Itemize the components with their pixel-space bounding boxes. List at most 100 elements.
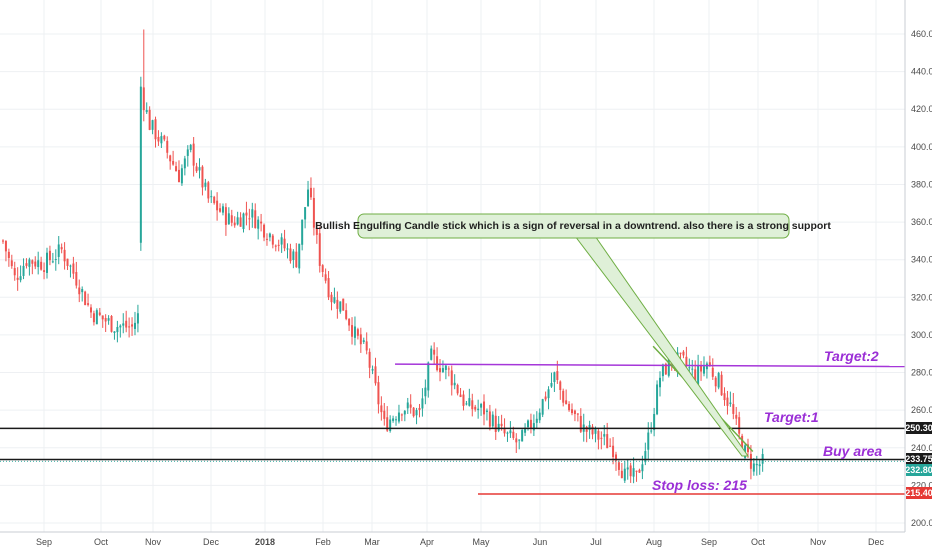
candle-body[interactable] <box>2 240 4 242</box>
candle-body[interactable] <box>4 241 7 252</box>
candle-body[interactable] <box>485 410 488 412</box>
candle-body[interactable] <box>403 410 406 415</box>
candle-body[interactable] <box>726 397 729 406</box>
candle-body[interactable] <box>529 419 532 428</box>
candle-body[interactable] <box>260 221 263 224</box>
candle-body[interactable] <box>75 272 78 286</box>
candle-body[interactable] <box>650 430 653 432</box>
candle-body[interactable] <box>741 435 744 456</box>
candle-body[interactable] <box>527 420 530 428</box>
candle-body[interactable] <box>330 294 333 303</box>
candle-body[interactable] <box>732 404 735 414</box>
candle-body[interactable] <box>661 364 664 377</box>
candle-body[interactable] <box>374 366 377 384</box>
candle-body[interactable] <box>723 393 726 401</box>
candle-body[interactable] <box>389 419 392 431</box>
candle-body[interactable] <box>441 368 444 372</box>
candle-body[interactable] <box>336 299 339 309</box>
candle-body[interactable] <box>362 340 365 343</box>
price-axis[interactable]: 200.00 220.00 240.00 260.00 280.00 300.00 320.… <box>904 0 932 532</box>
candle-body[interactable] <box>386 417 389 431</box>
candle-body[interactable] <box>702 366 705 374</box>
candle-body[interactable] <box>380 405 383 413</box>
candle-body[interactable] <box>84 291 87 306</box>
candle-body[interactable] <box>157 136 160 142</box>
candle-body[interactable] <box>682 351 685 356</box>
candle-body[interactable] <box>550 382 553 387</box>
candle-body[interactable] <box>559 381 562 391</box>
candle-body[interactable] <box>72 263 75 274</box>
candle-body[interactable] <box>89 307 92 313</box>
candle-body[interactable] <box>345 310 348 319</box>
candle-body[interactable] <box>515 438 518 443</box>
candle-body[interactable] <box>315 228 318 235</box>
candle-body[interactable] <box>465 403 468 405</box>
candle-body[interactable] <box>653 413 656 431</box>
candle-body[interactable] <box>69 265 72 267</box>
candle-body[interactable] <box>708 362 711 367</box>
candle-body[interactable] <box>521 430 524 442</box>
candle-body[interactable] <box>245 212 248 216</box>
candle-body[interactable] <box>40 261 43 270</box>
candle-body[interactable] <box>462 394 465 406</box>
candle-body[interactable] <box>720 374 723 396</box>
candle-body[interactable] <box>286 248 289 250</box>
candle-body[interactable] <box>63 249 66 262</box>
candle-body[interactable] <box>353 326 356 338</box>
candle-body[interactable] <box>180 168 183 184</box>
candle-body[interactable] <box>19 276 22 281</box>
candle-body[interactable] <box>433 349 436 355</box>
candle-body[interactable] <box>427 362 430 391</box>
candle-body[interactable] <box>453 382 456 386</box>
candle-body[interactable] <box>450 370 453 386</box>
candle-body[interactable] <box>7 251 10 259</box>
candle-body[interactable] <box>717 373 720 388</box>
candle-body[interactable] <box>333 297 336 303</box>
candle-body[interactable] <box>251 209 254 218</box>
candle-body[interactable] <box>568 404 571 411</box>
candle-body[interactable] <box>54 258 57 260</box>
candle-body[interactable] <box>524 428 527 433</box>
candle-body[interactable] <box>667 357 670 376</box>
candle-body[interactable] <box>51 261 54 263</box>
candle-body[interactable] <box>359 334 362 345</box>
candle-body[interactable] <box>371 369 374 371</box>
candle-body[interactable] <box>128 326 131 328</box>
candle-body[interactable] <box>213 196 216 204</box>
candle-body[interactable] <box>397 412 400 422</box>
candle-body[interactable] <box>342 298 345 311</box>
candle-body[interactable] <box>738 417 741 434</box>
candle-body[interactable] <box>588 425 591 431</box>
candle-body[interactable] <box>436 356 439 371</box>
candle-body[interactable] <box>576 413 579 415</box>
candle-body[interactable] <box>365 341 368 351</box>
candle-body[interactable] <box>57 244 60 257</box>
candle-body[interactable] <box>189 144 192 150</box>
candle-body[interactable] <box>257 219 260 229</box>
candle-body[interactable] <box>571 409 574 414</box>
candle-body[interactable] <box>148 109 151 130</box>
candle-body[interactable] <box>594 428 597 434</box>
candle-body[interactable] <box>421 398 424 409</box>
candle-body[interactable] <box>233 222 236 226</box>
candle-body[interactable] <box>81 289 84 293</box>
candle-body[interactable] <box>700 365 703 372</box>
candle-body[interactable] <box>351 325 354 337</box>
candle-body[interactable] <box>307 189 310 207</box>
candle-body[interactable] <box>400 414 403 416</box>
candle-body[interactable] <box>98 312 101 315</box>
candle-body[interactable] <box>758 464 761 467</box>
candle-body[interactable] <box>312 197 315 228</box>
candle-body[interactable] <box>309 187 312 198</box>
candles[interactable] <box>2 29 764 484</box>
candle-body[interactable] <box>746 444 749 453</box>
candle-body[interactable] <box>60 247 63 250</box>
candle-body[interactable] <box>66 258 69 266</box>
candle-body[interactable] <box>679 352 682 354</box>
candle-body[interactable] <box>368 351 371 368</box>
candle-body[interactable] <box>221 206 224 213</box>
candle-body[interactable] <box>263 224 266 238</box>
candle-body[interactable] <box>78 287 81 295</box>
candle-body[interactable] <box>553 372 556 383</box>
candle-body[interactable] <box>356 329 359 336</box>
